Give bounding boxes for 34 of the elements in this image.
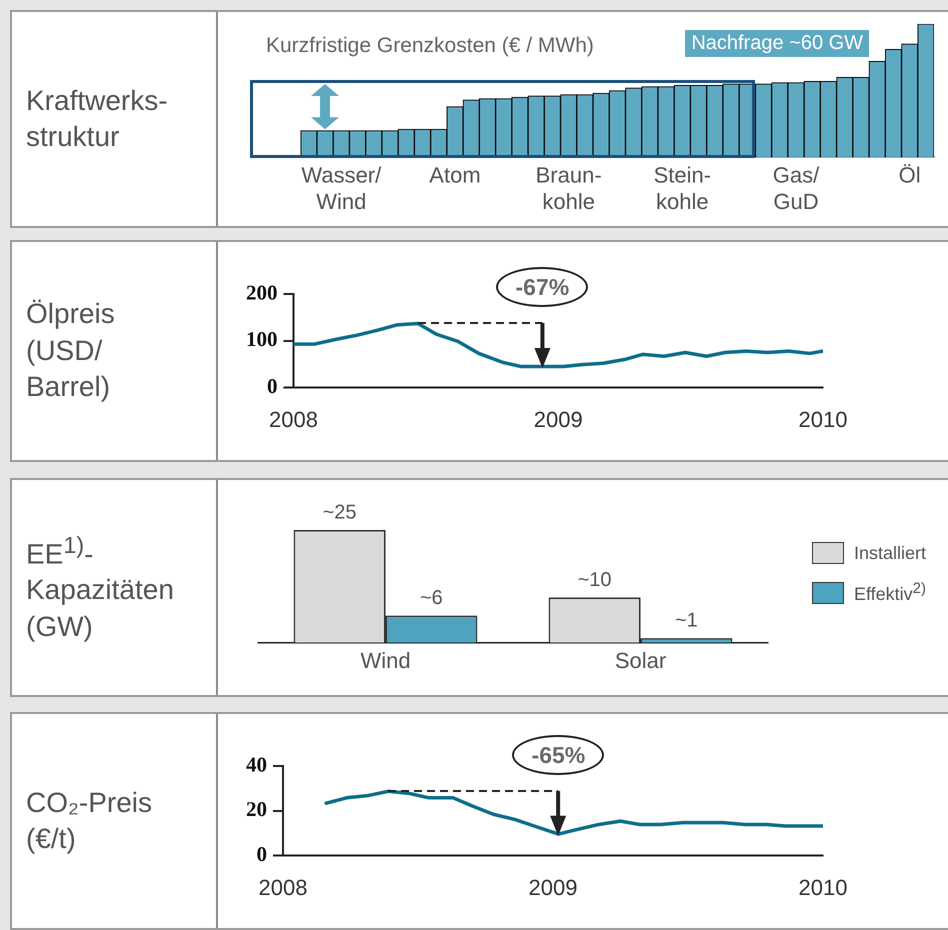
data-label: ~1: [674, 610, 698, 632]
x-tick-label: Öl: [898, 162, 921, 188]
legend-label: Effektiv$^{2)}$: [854, 580, 926, 605]
text: CO₂-Preis (€/t): [26, 786, 152, 856]
y-tick-label: 100: [246, 327, 278, 352]
x-tick-label: Wasser/ Wind: [301, 162, 382, 214]
annotation: -65%: [512, 735, 604, 776]
y-axis-title: Kurzfristige Grenzkosten (€ / MWh): [266, 34, 594, 58]
data-label: ~6: [420, 587, 443, 610]
y-tick-label: 40: [246, 752, 267, 776]
x-tick-label: Stein- kohle: [654, 162, 712, 214]
x-tick-label: 2008: [269, 406, 318, 432]
x-tick-label: Braun- kohle: [536, 162, 602, 214]
x-tick-label: Gas/ GuD: [772, 162, 820, 214]
x-tick-label: 2008: [258, 874, 308, 900]
y-tick-label: 0: [267, 374, 278, 398]
x-tick-label: 2009: [528, 874, 578, 900]
x-tick-label: Atom: [429, 162, 481, 188]
text: Ölpreis (USD/ Barrel): [26, 297, 115, 404]
data-label: ~25: [322, 502, 357, 524]
legend-label: Installiert: [854, 542, 926, 564]
y-tick-label: 0: [256, 842, 267, 866]
x-tick-label: 2009: [534, 406, 583, 432]
y-tick-label: 20: [246, 797, 267, 822]
y-tick-label: 200: [246, 280, 278, 304]
x-tick-label: Solar: [614, 648, 666, 673]
x-tick-label: 2010: [798, 874, 848, 900]
text: Kraftwerks- struktur: [26, 84, 168, 154]
data-label: ~10: [578, 569, 612, 592]
annotation: Nachfrage ~60 GW: [685, 30, 870, 57]
annotation: -67%: [496, 267, 588, 308]
x-tick-label: 2010: [798, 406, 848, 432]
x-tick-label: Wind: [360, 648, 411, 673]
text: EE$^{1)}$- Kapazitäten (GW): [26, 530, 174, 644]
